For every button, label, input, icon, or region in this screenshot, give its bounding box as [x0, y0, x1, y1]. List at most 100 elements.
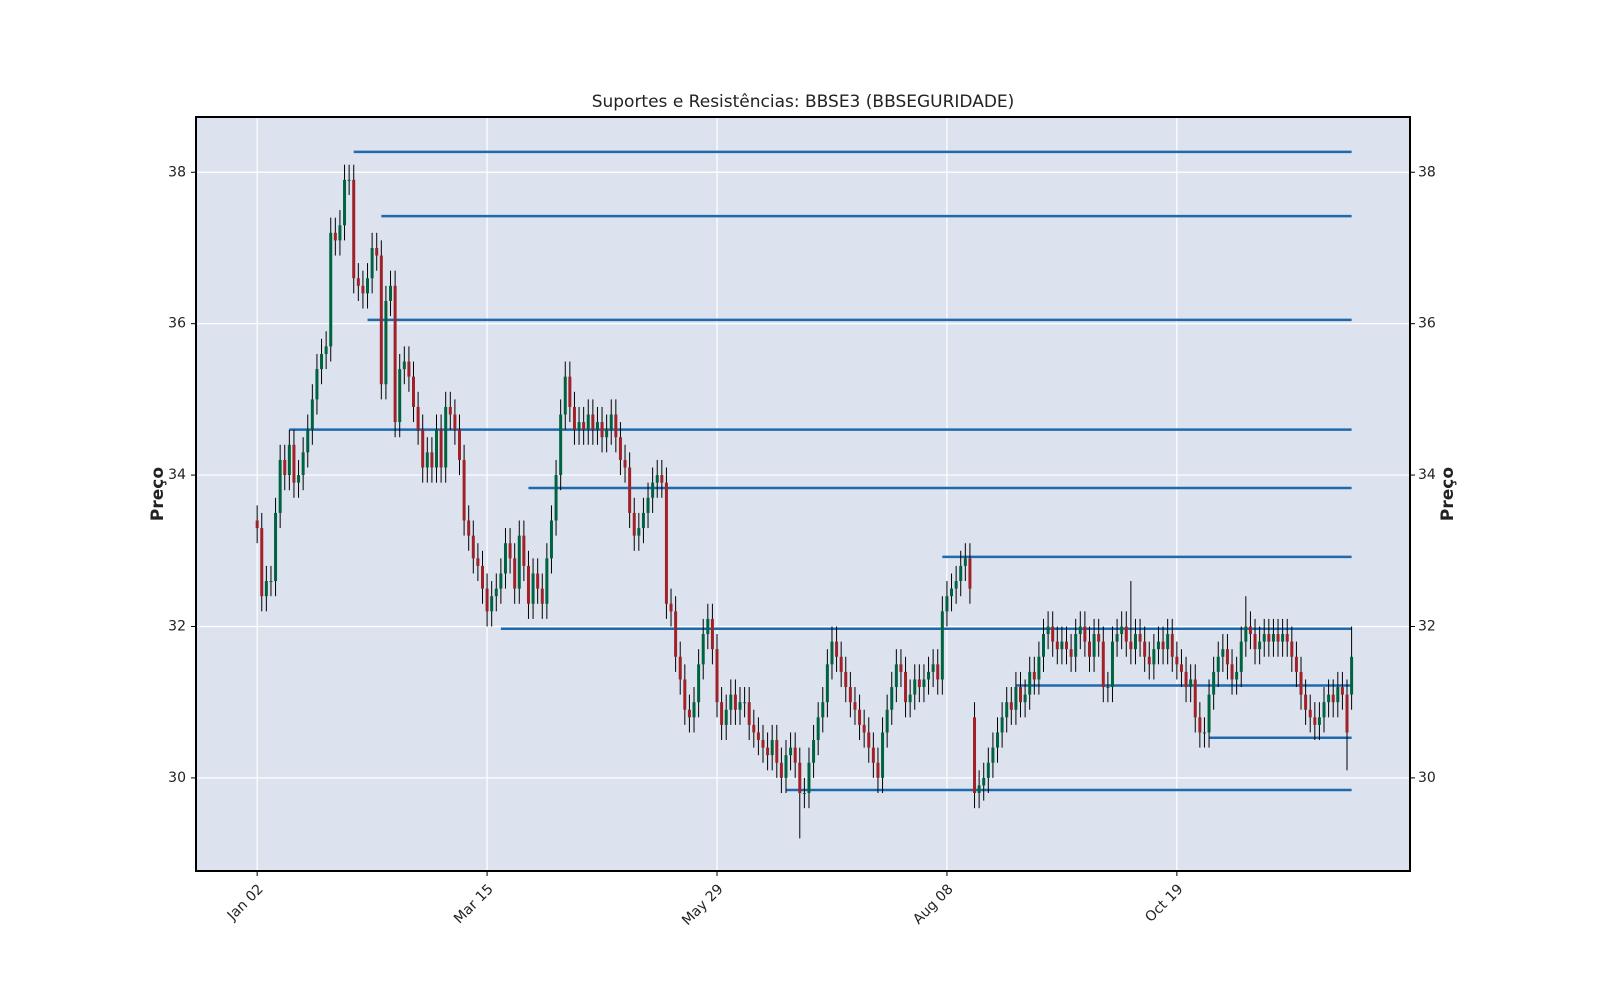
candle-body	[1133, 634, 1137, 650]
candle-body	[830, 641, 834, 665]
candle-body	[412, 376, 416, 407]
candle-body	[1055, 641, 1059, 650]
candle-body	[549, 520, 553, 559]
candle-body	[812, 740, 816, 763]
candle-body	[996, 732, 1000, 748]
candle-body	[407, 361, 411, 377]
candle-body	[1064, 641, 1068, 650]
candle-body	[904, 671, 908, 703]
candle-body	[1147, 656, 1151, 665]
candle-body	[784, 755, 788, 778]
candle-body	[563, 376, 567, 415]
candle-body	[356, 278, 360, 286]
candle-body	[1317, 717, 1321, 725]
candle-body	[844, 671, 848, 688]
candle-body	[508, 543, 512, 559]
candle-body	[605, 429, 609, 438]
candle-body	[269, 581, 273, 583]
candle-body	[793, 747, 797, 763]
candle-body	[1051, 626, 1055, 642]
candle-body	[738, 702, 742, 710]
candle-body	[646, 497, 650, 513]
candle-body	[283, 459, 287, 476]
candle-body	[1179, 664, 1183, 672]
candle-body	[706, 618, 710, 635]
candle-body	[352, 179, 356, 279]
candle-body	[485, 588, 489, 612]
candle-body	[1290, 641, 1294, 657]
candle-body	[835, 641, 839, 657]
candle-body	[577, 422, 581, 430]
candle-body	[931, 664, 935, 672]
candle-body	[770, 740, 774, 756]
candle-body	[1019, 687, 1023, 703]
candle-body	[853, 702, 857, 710]
candle-body	[651, 482, 655, 498]
candle-body	[991, 747, 995, 763]
candle-body	[402, 361, 406, 370]
candle-body	[1152, 649, 1156, 665]
candle-body	[715, 649, 719, 703]
candle-body	[1299, 671, 1303, 695]
candle-body	[1212, 671, 1216, 695]
candle-body	[641, 512, 645, 529]
candle-body	[1340, 687, 1344, 695]
candle-body	[1327, 694, 1331, 703]
candle-body	[393, 285, 397, 423]
candle-body	[480, 565, 484, 589]
candle-body	[1322, 702, 1326, 718]
x-tick-label: May 29	[679, 881, 727, 929]
candle-body	[274, 512, 278, 582]
candle-body	[582, 422, 586, 430]
candle-body	[950, 588, 954, 597]
candle-body	[959, 565, 963, 582]
candle-body	[1225, 649, 1229, 665]
candle-body	[329, 232, 333, 347]
candle-body	[1294, 656, 1298, 672]
candle-body	[858, 709, 862, 725]
candles	[255, 164, 1354, 839]
candle-body	[531, 573, 535, 604]
candle-body	[1110, 641, 1114, 688]
candle-body	[683, 679, 687, 710]
y2-tick-label: 32	[1418, 618, 1436, 634]
y2-tick-label: 34	[1418, 467, 1436, 483]
candle-body	[756, 732, 760, 741]
candle-body	[917, 679, 921, 688]
candle-body	[1115, 634, 1119, 642]
candle-body	[871, 747, 875, 763]
candle-body	[287, 444, 291, 476]
candle-body	[453, 414, 457, 430]
candle-body	[1124, 626, 1128, 642]
candle-body	[297, 475, 301, 483]
candle-body	[789, 747, 793, 756]
candle-body	[536, 573, 540, 589]
candle-body	[1166, 634, 1170, 650]
candle-body	[986, 762, 990, 778]
candle-body	[494, 588, 498, 597]
candle-body	[779, 762, 783, 778]
candle-body	[669, 603, 673, 612]
candle-body	[908, 694, 912, 703]
candle-body	[1000, 717, 1004, 733]
candle-body	[1092, 634, 1096, 657]
candle-body	[1097, 634, 1101, 642]
candle-body	[416, 406, 420, 430]
candle-body	[255, 520, 259, 529]
candle-body	[292, 444, 296, 483]
candle-body	[876, 762, 880, 778]
candle-body	[1216, 656, 1220, 672]
candle-body	[752, 724, 756, 733]
candle-body	[940, 611, 944, 680]
candle-body	[885, 709, 889, 733]
candle-body	[743, 702, 747, 704]
candle-body	[927, 671, 931, 680]
candle-body	[375, 247, 379, 256]
candle-body	[586, 414, 590, 430]
candle-body	[1198, 717, 1202, 733]
candle-body	[655, 475, 659, 483]
candle-body	[724, 709, 728, 725]
candle-body	[1230, 664, 1234, 680]
candle-body	[1193, 679, 1197, 718]
candle-body	[1276, 634, 1280, 642]
